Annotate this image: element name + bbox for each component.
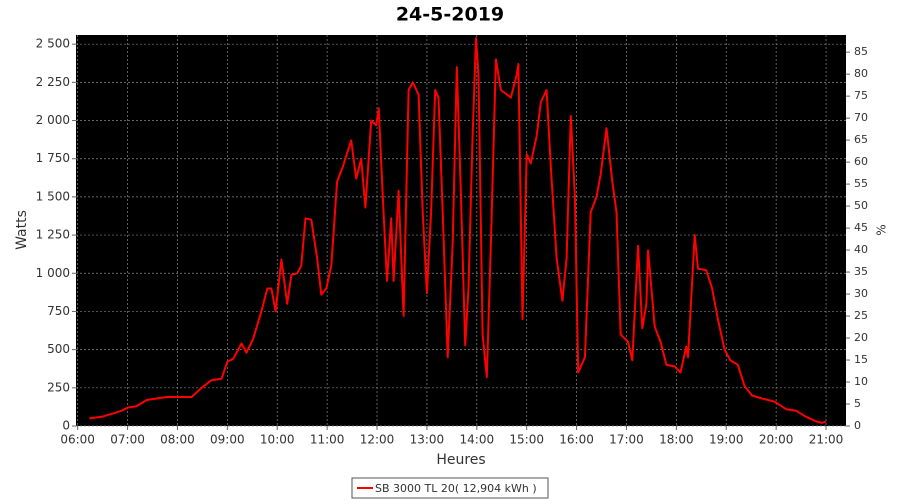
y2-tick-label: 85 — [854, 45, 868, 58]
y2-tick-label: 60 — [854, 155, 868, 168]
y2-tick-label: 15 — [854, 353, 868, 366]
x-tick-label: 14:00 — [460, 433, 495, 447]
y2-tick-label: 35 — [854, 265, 868, 278]
x-tick-label: 07:00 — [110, 433, 145, 447]
x-tick-label: 17:00 — [609, 433, 644, 447]
y-tick-label: 2 250 — [36, 75, 70, 89]
y-tick-label: 1 250 — [36, 228, 70, 242]
y2-tick-label: 70 — [854, 111, 868, 124]
y-tick-label: 0 — [62, 419, 70, 433]
x-tick-label: 11:00 — [310, 433, 345, 447]
legend-label: SB 3000 TL 20( 12,904 kWh ) — [375, 482, 537, 495]
y-tick-label: 1 750 — [36, 151, 70, 165]
y2-tick-label: 0 — [854, 419, 861, 432]
y2-tick-label: 55 — [854, 177, 868, 190]
y2-tick-label: 75 — [854, 89, 868, 102]
y-tick-label: 750 — [47, 304, 70, 318]
x-tick-label: 13:00 — [410, 433, 445, 447]
y-tick-label: 2 500 — [36, 37, 70, 51]
x-tick-label: 20:00 — [759, 433, 794, 447]
y2-tick-label: 80 — [854, 67, 868, 80]
x-tick-label: 15:00 — [509, 433, 544, 447]
x-tick-label: 08:00 — [160, 433, 195, 447]
y2-tick-label: 40 — [854, 243, 868, 256]
y2-tick-label: 65 — [854, 133, 868, 146]
y2-axis-label: % — [875, 224, 889, 235]
y-tick-label: 250 — [47, 380, 70, 394]
y-axis-label: Watts — [14, 210, 30, 250]
y-tick-label: 1 500 — [36, 189, 70, 203]
x-tick-label: 06:00 — [60, 433, 95, 447]
x-tick-label: 19:00 — [709, 433, 744, 447]
x-tick-label: 16:00 — [559, 433, 594, 447]
y2-tick-label: 45 — [854, 221, 868, 234]
y2-tick-label: 20 — [854, 331, 868, 344]
y-tick-label: 1 000 — [36, 266, 70, 280]
y2-tick-label: 30 — [854, 287, 868, 300]
chart-title: 24-5-2019 — [396, 4, 504, 26]
y2-tick-label: 25 — [854, 309, 868, 322]
y2-tick-label: 5 — [854, 397, 861, 410]
x-axis-label: Heures — [436, 452, 485, 468]
x-tick-label: 18:00 — [659, 433, 694, 447]
y2-tick-label: 50 — [854, 199, 868, 212]
x-tick-label: 09:00 — [210, 433, 245, 447]
x-tick-label: 12:00 — [360, 433, 395, 447]
series-line — [89, 37, 827, 424]
y2-tick-label: 10 — [854, 375, 868, 388]
y-tick-label: 500 — [47, 342, 70, 356]
x-tick-label: 21:00 — [809, 433, 844, 447]
y-tick-label: 2 000 — [36, 113, 70, 127]
legend-box — [351, 477, 549, 499]
x-tick-label: 10:00 — [260, 433, 295, 447]
